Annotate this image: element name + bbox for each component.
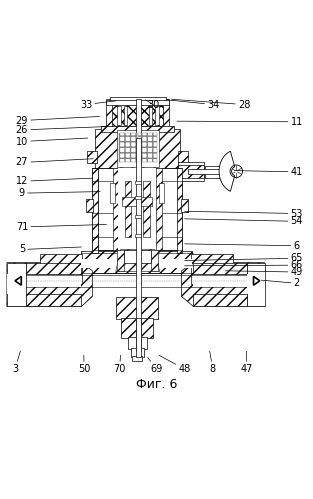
Bar bbox=[40, 254, 82, 284]
Text: 28: 28 bbox=[172, 99, 250, 110]
Text: 3: 3 bbox=[12, 351, 20, 374]
Text: 26: 26 bbox=[16, 125, 108, 135]
Bar bbox=[7, 274, 81, 287]
Bar bbox=[132, 356, 142, 361]
Bar bbox=[149, 106, 152, 125]
Bar bbox=[118, 168, 156, 250]
Bar bbox=[247, 262, 265, 306]
Bar bbox=[136, 99, 141, 140]
Bar bbox=[121, 318, 153, 338]
Text: 53: 53 bbox=[185, 209, 303, 219]
Text: 9: 9 bbox=[19, 188, 100, 198]
Bar bbox=[86, 199, 93, 212]
Bar bbox=[125, 181, 131, 237]
Polygon shape bbox=[182, 262, 264, 306]
Bar bbox=[178, 165, 204, 178]
Bar bbox=[81, 259, 192, 267]
Bar bbox=[117, 130, 159, 168]
Text: 10: 10 bbox=[16, 137, 88, 147]
Bar bbox=[116, 297, 158, 319]
Polygon shape bbox=[7, 262, 92, 306]
Bar bbox=[138, 133, 156, 162]
Text: 47: 47 bbox=[240, 351, 253, 374]
Bar bbox=[135, 234, 141, 237]
Bar bbox=[124, 250, 151, 262]
Bar bbox=[193, 262, 247, 274]
Bar bbox=[191, 254, 233, 284]
Bar bbox=[26, 294, 81, 306]
Bar bbox=[131, 348, 144, 357]
Bar bbox=[177, 168, 182, 253]
Bar bbox=[136, 138, 141, 351]
Text: 5: 5 bbox=[19, 245, 81, 254]
Bar bbox=[81, 251, 192, 273]
Bar bbox=[178, 163, 204, 181]
Text: 6: 6 bbox=[185, 241, 300, 250]
Bar bbox=[181, 199, 188, 212]
Polygon shape bbox=[92, 168, 182, 253]
Bar bbox=[143, 181, 150, 237]
Bar bbox=[119, 133, 137, 162]
Text: 33: 33 bbox=[80, 100, 116, 110]
Bar bbox=[193, 274, 264, 287]
Bar bbox=[101, 126, 174, 132]
Bar bbox=[205, 166, 220, 178]
Text: 34: 34 bbox=[167, 100, 220, 110]
Bar bbox=[92, 168, 98, 253]
Text: 50: 50 bbox=[78, 355, 90, 374]
Bar bbox=[128, 336, 147, 349]
Bar bbox=[122, 197, 152, 206]
Text: 29: 29 bbox=[16, 116, 100, 126]
Text: 54: 54 bbox=[185, 217, 303, 227]
Text: 49: 49 bbox=[225, 267, 303, 277]
Bar bbox=[106, 99, 169, 130]
Bar bbox=[247, 274, 265, 294]
Bar bbox=[26, 262, 81, 274]
Bar bbox=[135, 196, 141, 200]
Bar bbox=[155, 106, 159, 125]
Text: 65: 65 bbox=[185, 253, 303, 263]
Text: 71: 71 bbox=[16, 222, 106, 232]
Bar bbox=[95, 129, 180, 168]
Text: 48: 48 bbox=[159, 355, 191, 374]
Text: 66: 66 bbox=[185, 260, 303, 270]
Bar bbox=[193, 294, 247, 306]
Polygon shape bbox=[219, 151, 235, 191]
Bar bbox=[188, 169, 224, 174]
Text: 12: 12 bbox=[16, 176, 92, 186]
Bar bbox=[113, 168, 118, 250]
Bar bbox=[136, 318, 141, 357]
Bar bbox=[135, 181, 141, 184]
Bar bbox=[178, 151, 188, 164]
Text: 11: 11 bbox=[177, 117, 303, 127]
Bar bbox=[159, 183, 164, 203]
Bar bbox=[106, 100, 169, 105]
Bar bbox=[117, 250, 124, 271]
Polygon shape bbox=[15, 276, 21, 285]
Bar bbox=[110, 183, 115, 203]
Bar bbox=[151, 250, 158, 271]
Text: Фиг. 6: Фиг. 6 bbox=[136, 378, 177, 391]
Bar bbox=[124, 106, 127, 125]
Text: 69: 69 bbox=[148, 357, 163, 374]
Bar bbox=[117, 106, 121, 125]
Polygon shape bbox=[116, 250, 160, 271]
Bar bbox=[7, 274, 26, 294]
Text: 27: 27 bbox=[16, 158, 93, 168]
Bar bbox=[7, 262, 26, 306]
Text: 2: 2 bbox=[261, 278, 300, 288]
Bar bbox=[135, 215, 141, 218]
Polygon shape bbox=[254, 276, 260, 285]
Text: 8: 8 bbox=[210, 351, 216, 374]
Text: 41: 41 bbox=[235, 167, 303, 177]
Bar bbox=[112, 104, 163, 126]
Bar bbox=[110, 97, 166, 101]
Text: 30: 30 bbox=[146, 100, 160, 110]
Bar bbox=[87, 151, 97, 164]
Text: 70: 70 bbox=[113, 355, 126, 374]
Bar bbox=[156, 168, 162, 250]
